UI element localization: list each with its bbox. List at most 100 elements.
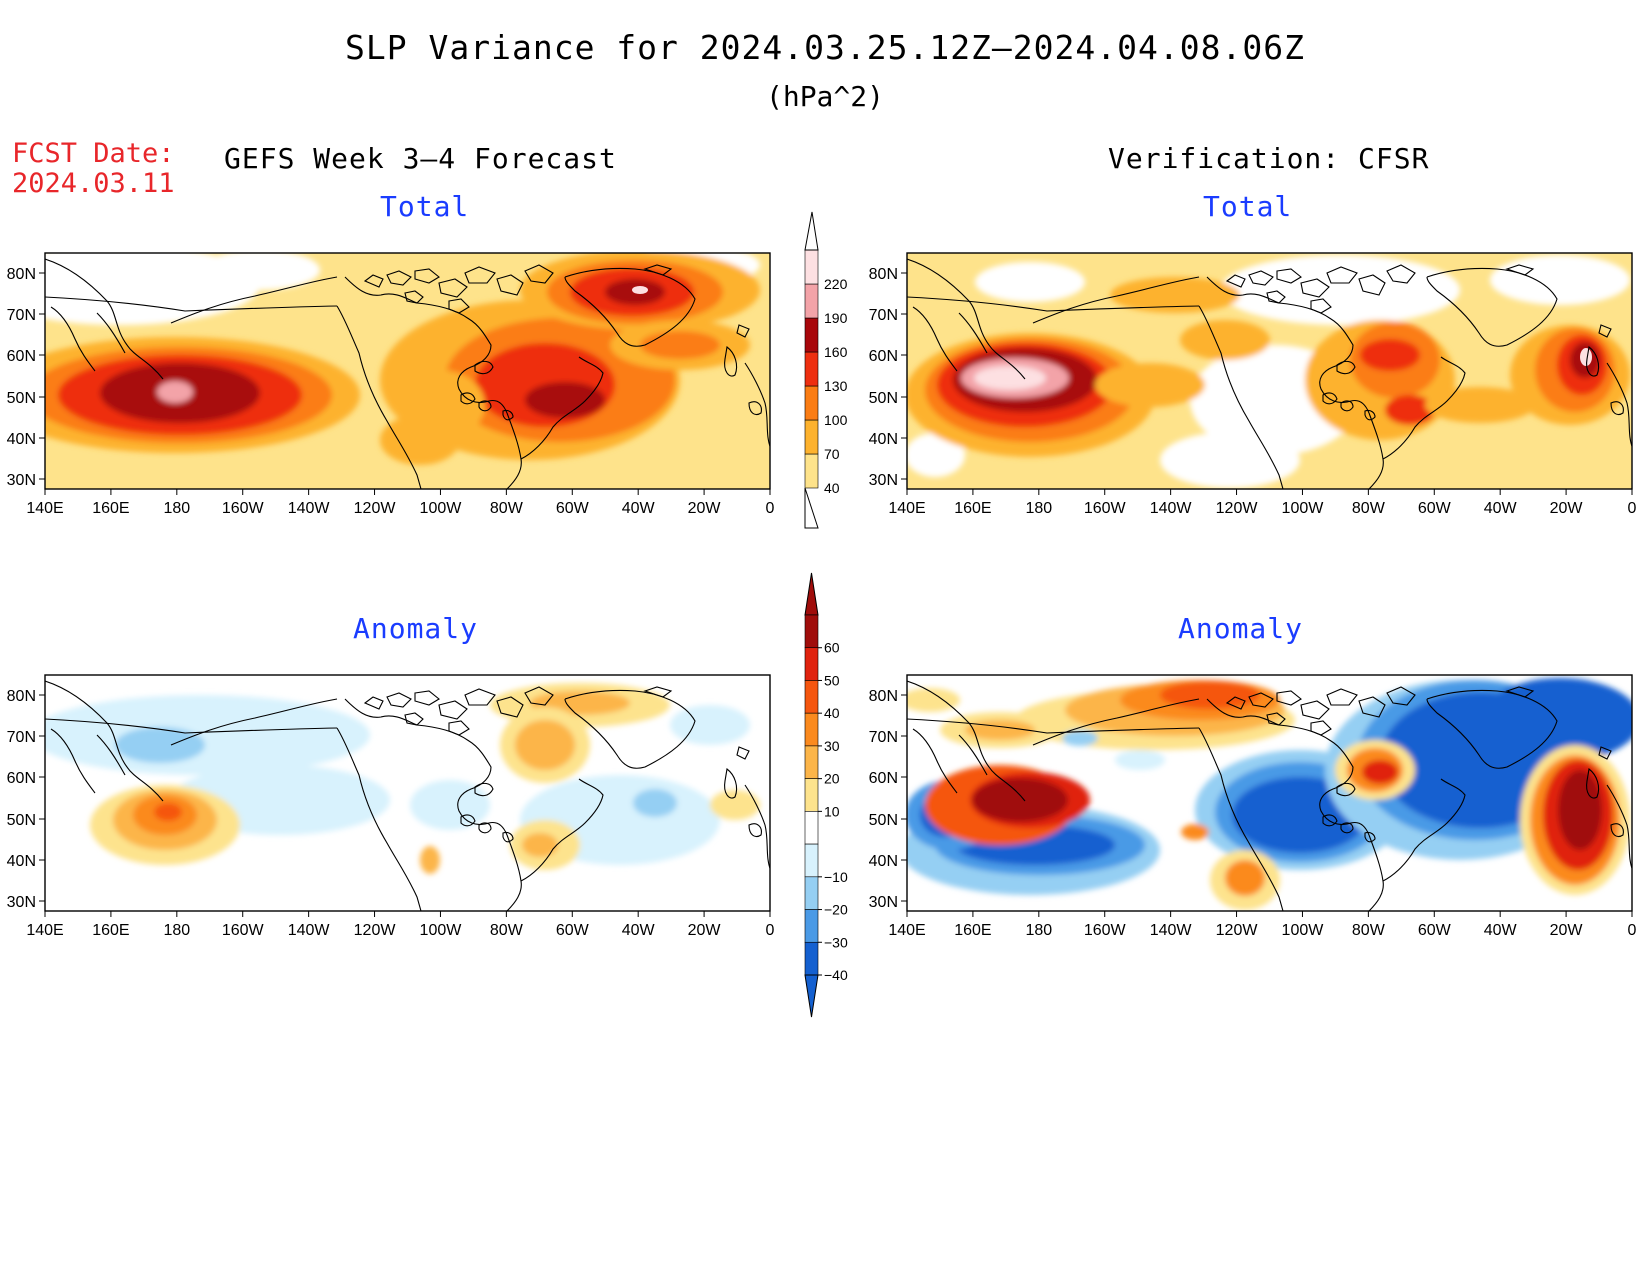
total-colorbar-segment [804,249,819,285]
lat-tick-label: 40N [869,853,898,870]
lat-tick-label: 30N [869,894,898,911]
forecast-total-map [44,252,771,490]
forecast-total-title: Total [380,190,470,223]
forecast-date: 2024.03.11 [12,168,175,199]
lon-tick-label: 40W [1484,922,1518,939]
lon-tick-label: 120W [354,922,397,939]
lon-tick-label: 80W [1352,922,1386,939]
anomaly-colorbar-segment [804,778,819,812]
anomaly-colorbar-segment [804,680,819,714]
lon-tick-label: 160E [954,922,991,939]
lon-tick-label: 140W [1150,500,1193,517]
lon-tick-label: 120W [1216,500,1259,517]
lat-tick-label: 60N [7,770,36,787]
lon-tick-label: 100W [420,500,463,517]
total-colorbar-segment [804,453,819,489]
lon-tick-label: 80W [490,500,524,517]
lon-tick-label: 100W [1282,500,1325,517]
lon-tick-label: 100W [1282,922,1325,939]
lon-tick-label: 20W [1550,922,1584,939]
total-colorbar-label: 220 [824,276,848,292]
anomaly-colorbar-lower-arrow [804,974,819,1018]
total-colorbar-label: 160 [824,344,848,360]
total-colorbar-segment [804,385,819,421]
total-colorbar-segment [804,317,819,353]
lat-tick-label: 80N [869,266,898,283]
lon-tick-label: 60W [556,922,590,939]
lon-tick-label: 140W [288,500,331,517]
lat-tick-label: 40N [869,431,898,448]
lon-tick-label: 0 [1628,500,1637,517]
verification-total-map [906,252,1633,490]
lon-tick-label: 100W [420,922,463,939]
lon-tick-label: 0 [766,922,775,939]
anomaly-colorbar-label: 60 [824,640,840,656]
total-colorbar-label: 40 [824,480,840,496]
anomaly-colorbar-label: −40 [824,967,848,983]
total-colorbar-segment [804,351,819,387]
lon-tick-label: 160W [222,922,265,939]
anomaly-colorbar-segment [804,647,819,681]
lat-tick-label: 50N [7,812,36,829]
lon-tick-label: 60W [1418,500,1452,517]
total-colorbar-segment [804,283,819,319]
lon-tick-label: 80W [1352,500,1386,517]
anomaly-colorbar-label: 10 [824,803,840,819]
anomaly-colorbar-segment [804,941,819,976]
lon-tick-label: 40W [622,922,656,939]
total-colorbar-label: 70 [824,446,840,462]
anomaly-colorbar-segment [804,745,819,779]
verification-anomaly-map [906,674,1633,912]
verification-total-title: Total [1203,190,1293,223]
lat-tick-label: 50N [869,812,898,829]
anomaly-colorbar-label: 50 [824,672,840,688]
lon-tick-label: 140W [1150,922,1193,939]
right-column-heading: Verification: CFSR [1108,142,1430,175]
total-colorbar-label: 130 [824,378,848,394]
anomaly-colorbar-label: 20 [824,771,840,787]
anomaly-colorbar-label: 30 [824,738,840,754]
anomaly-colorbar-label: 40 [824,705,840,721]
lat-tick-label: 80N [869,688,898,705]
anomaly-colorbar-upper-arrow [804,572,819,616]
lat-tick-label: 60N [869,348,898,365]
lat-tick-label: 50N [7,390,36,407]
total-colorbar-label: 190 [824,310,848,326]
lat-tick-label: 70N [869,729,898,746]
lon-tick-label: 60W [1418,922,1452,939]
lat-tick-label: 70N [7,729,36,746]
lon-tick-label: 160E [954,500,991,517]
lon-tick-label: 40W [622,500,656,517]
lat-tick-label: 80N [7,266,36,283]
lon-tick-label: 140E [26,922,63,939]
lon-tick-label: 140E [888,500,925,517]
lon-tick-label: 20W [1550,500,1584,517]
lon-tick-label: 140E [26,500,63,517]
anomaly-colorbar-segment [804,876,819,910]
lon-tick-label: 180 [163,922,190,939]
lat-tick-label: 30N [869,472,898,489]
lat-tick-label: 70N [869,307,898,324]
left-column-heading: GEFS Week 3–4 Forecast [224,142,617,175]
anomaly-colorbar-segment [804,712,819,747]
lat-tick-label: 40N [7,853,36,870]
lon-tick-label: 120W [1216,922,1259,939]
total-colorbar-segment [804,419,819,455]
anomaly-colorbar-label: −10 [824,869,848,885]
lat-tick-label: 60N [869,770,898,787]
lon-tick-label: 0 [766,500,775,517]
lon-tick-label: 160W [1084,922,1127,939]
lat-tick-label: 50N [869,390,898,407]
lon-tick-label: 20W [688,500,722,517]
lat-tick-label: 80N [7,688,36,705]
lon-tick-label: 160E [92,922,129,939]
anomaly-colorbar-segment [804,614,819,649]
lon-tick-label: 60W [556,500,590,517]
lat-tick-label: 60N [7,348,36,365]
lon-tick-label: 160E [92,500,129,517]
lon-tick-label: 0 [1628,922,1637,939]
main-title: SLP Variance for 2024.03.25.12Z–2024.04.… [345,28,1305,67]
lat-tick-label: 30N [7,472,36,489]
units-label: (hPa^2) [765,80,884,113]
